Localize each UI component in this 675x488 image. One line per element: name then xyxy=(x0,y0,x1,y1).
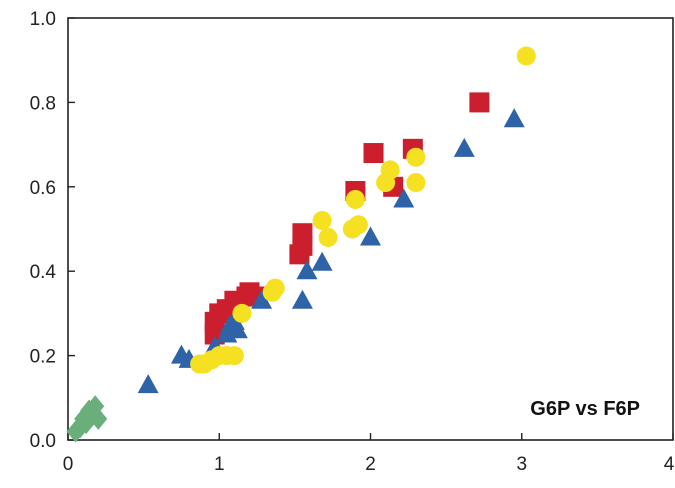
x-tick-label: 2 xyxy=(365,454,376,475)
triangle-data-point xyxy=(393,188,415,208)
x-axis: 0 1 2 3 4 xyxy=(63,433,675,475)
triangle-data-point xyxy=(137,374,159,394)
chart-annotation: G6P vs F6P xyxy=(530,398,640,420)
triangle-data-point xyxy=(296,260,318,280)
x-tick-label: 3 xyxy=(516,454,527,475)
triangle-data-point xyxy=(360,226,381,246)
triangle-data-point xyxy=(291,289,313,309)
y-tick-label: 0.4 xyxy=(30,262,57,283)
y-axis: 0.0 0.2 0.4 0.6 0.8 1.0 xyxy=(30,9,75,452)
x-tick-label: 0 xyxy=(63,454,74,475)
y-tick-label: 0.6 xyxy=(30,178,56,199)
square-data-point xyxy=(469,92,490,113)
circle-data-point xyxy=(406,147,426,167)
circle-data-point xyxy=(232,303,252,323)
y-tick-label: 0.2 xyxy=(30,347,56,368)
circle-data-point xyxy=(406,173,426,193)
square-data-point xyxy=(363,143,384,164)
x-tick-label: 1 xyxy=(214,454,225,475)
circle-data-point xyxy=(516,46,536,66)
x-tick-label: 4 xyxy=(664,454,675,475)
circle-data-point xyxy=(265,278,285,298)
diamond-data-point xyxy=(89,407,108,430)
y-tick-label: 0.0 xyxy=(30,431,56,452)
circle-data-point xyxy=(348,215,368,235)
circle-data-point xyxy=(318,227,338,247)
triangle-data-point xyxy=(311,251,333,271)
square-data-point xyxy=(292,223,313,244)
triangle-data-point xyxy=(453,137,475,157)
y-tick-label: 1.0 xyxy=(30,9,56,30)
triangle-data-point xyxy=(503,108,525,128)
data-points xyxy=(66,46,536,443)
circle-data-point xyxy=(224,346,244,366)
circle-data-point xyxy=(380,160,400,180)
y-tick-label: 0.8 xyxy=(30,93,56,114)
circle-data-point xyxy=(345,189,365,209)
circle-data-point xyxy=(312,211,332,231)
triangle-data-point xyxy=(226,319,248,339)
triangle-data-point xyxy=(251,289,273,309)
